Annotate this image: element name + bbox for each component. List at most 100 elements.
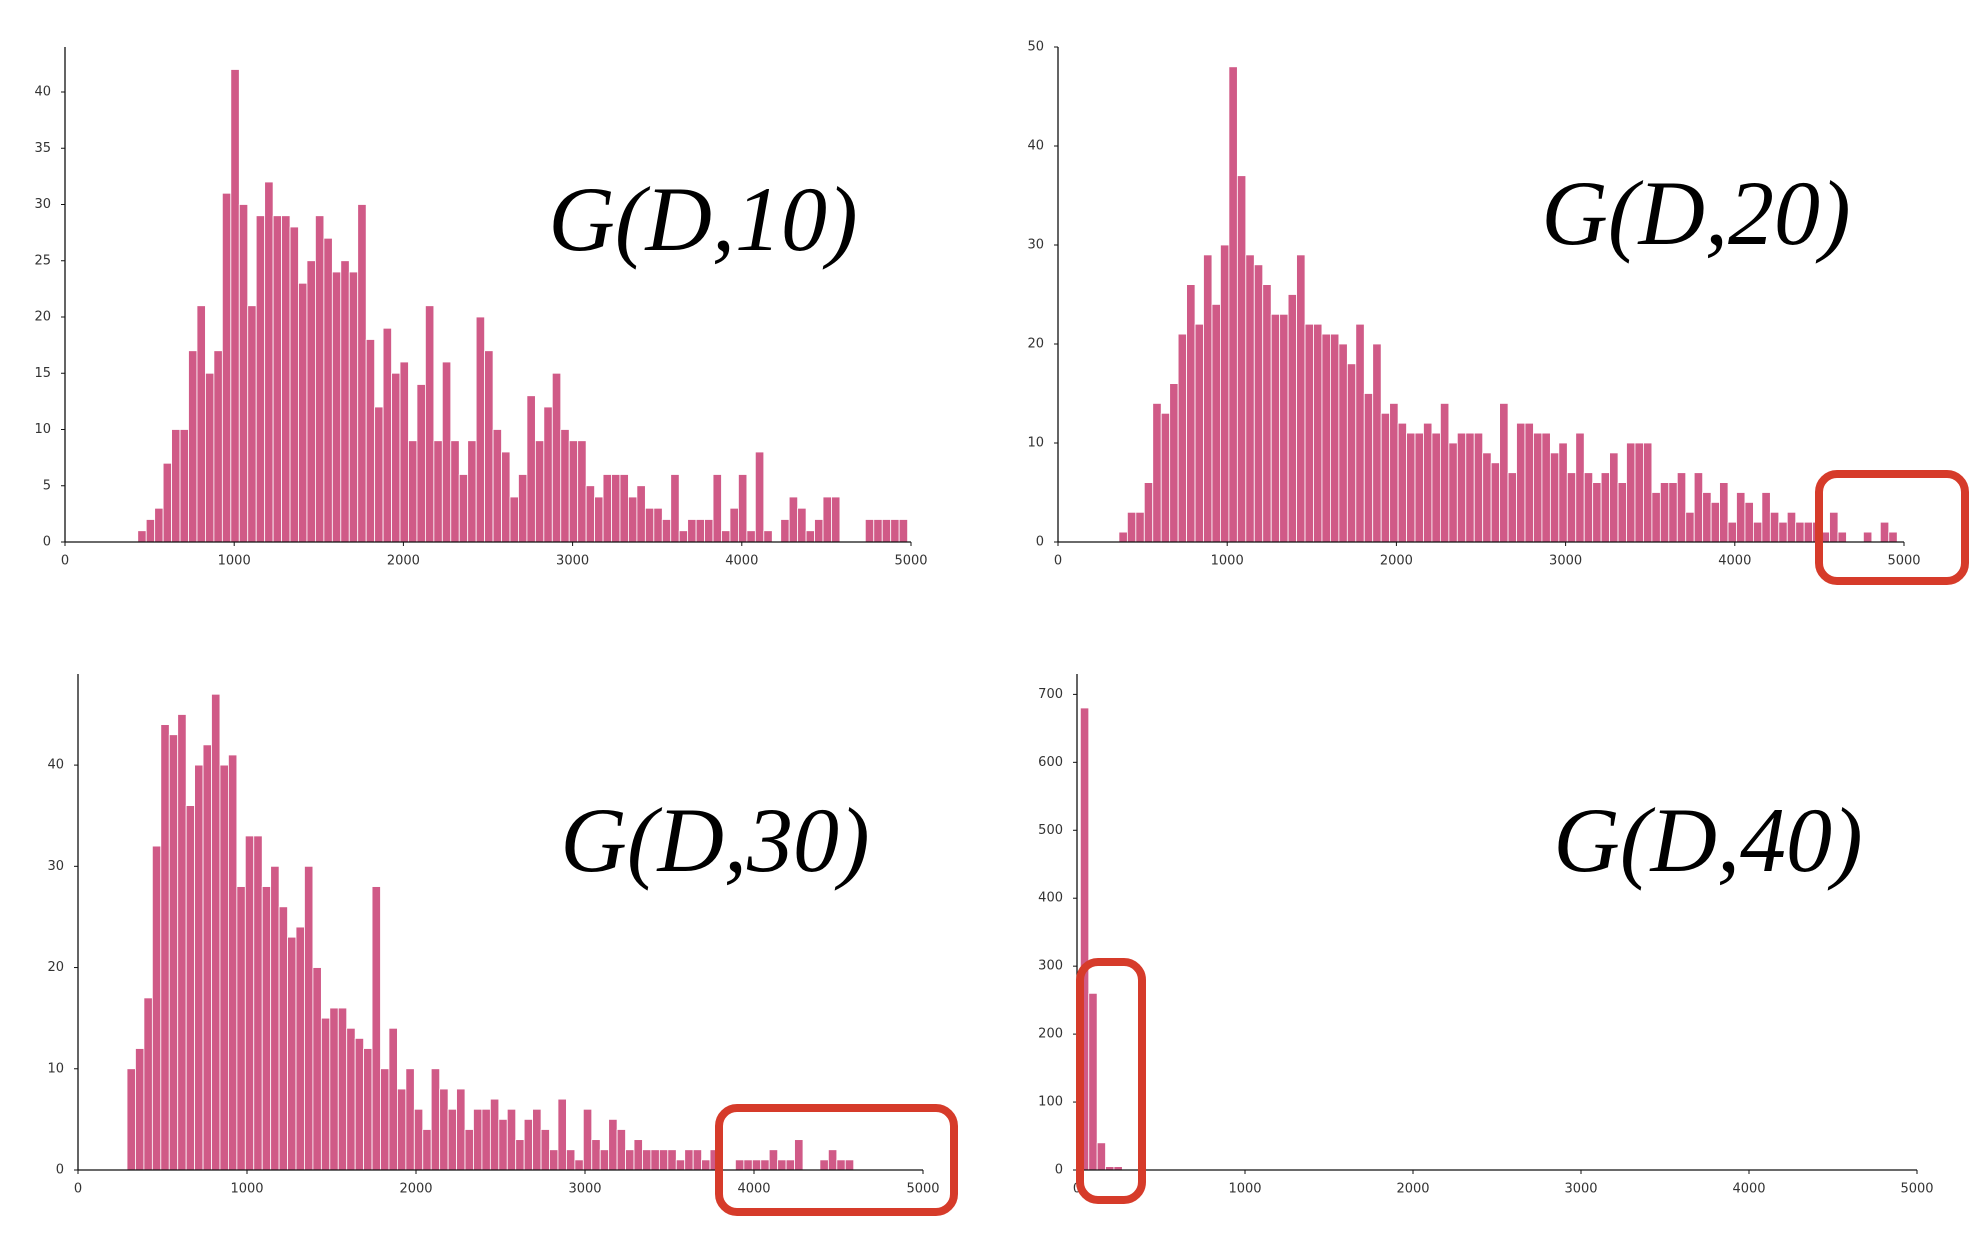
x-tick-label: 3000 [556,554,589,569]
x-tick-label: 5000 [1887,554,1920,569]
bar [363,1048,373,1171]
bar [743,1159,753,1171]
bar [1355,323,1365,543]
bar [1346,363,1357,543]
bar [1524,422,1534,543]
bar [1659,482,1670,543]
bar [1499,402,1509,543]
bar [270,865,280,1171]
bar [506,1108,517,1171]
bar [1279,313,1289,543]
bar [1406,432,1416,543]
bar [405,1068,415,1171]
bar [890,519,900,543]
bar [413,1108,424,1171]
bar [754,451,765,543]
bar [526,395,536,543]
bar [692,1149,703,1171]
bar [574,1159,584,1171]
bar [1465,432,1475,543]
bar [670,474,680,543]
y-tick-label: 10 [34,422,51,437]
bar [348,271,359,543]
bar [1566,472,1577,543]
bar [255,215,266,543]
y-tick-label: 10 [47,1061,64,1076]
bar [177,714,187,1171]
y-tick-label: 0 [1055,1163,1063,1178]
bar [1088,992,1098,1171]
bar [585,485,595,543]
y-tick-label: 30 [34,197,51,212]
bar [205,372,215,543]
annotation: G(D,30) [560,789,869,891]
x-tick-label: 0 [74,1182,82,1197]
bar [729,507,739,543]
bar [492,429,502,543]
annotation: G(D,20) [1541,162,1850,264]
x-tick-label: 3000 [1549,554,1582,569]
bar [667,1149,677,1171]
y-tick-label: 20 [1027,337,1044,352]
x-tick-label: 0 [1073,1182,1081,1197]
bar [1879,521,1890,543]
bar [213,350,223,543]
bar [253,835,263,1171]
bar [1693,472,1704,543]
bar [1685,511,1695,543]
bar [1389,402,1399,543]
bar [675,1159,686,1171]
bar [1194,323,1204,543]
bar [1533,432,1543,543]
x-tick-label: 2000 [387,554,420,569]
bar [1423,422,1433,543]
bar [898,519,909,543]
y-tick-label: 25 [34,253,51,268]
x-tick-label: 5000 [1900,1182,1933,1197]
bar [543,406,553,543]
bar [735,1159,745,1171]
bar [1761,492,1771,543]
bar [481,1108,491,1171]
bar [763,530,773,543]
bar [374,406,384,543]
bar [196,305,206,543]
bar [323,237,333,543]
bar [1203,254,1213,543]
bar [540,1129,550,1171]
bar [1769,511,1780,543]
bar [1118,531,1128,543]
bar [238,204,249,543]
bar [532,1108,542,1171]
bar [1617,482,1627,543]
y-tick-label: 200 [1038,1027,1063,1042]
x-tick-label: 4000 [725,554,758,569]
bar [577,440,587,543]
x-tick-label: 1000 [1228,1182,1261,1197]
bar [881,519,892,543]
bar [278,906,288,1171]
bar [594,496,604,543]
y-tick-label: 40 [34,85,51,100]
bar [1583,472,1594,543]
y-tick-label: 50 [1027,40,1044,55]
bar [422,1129,432,1171]
bar [1549,452,1560,543]
bar [1160,412,1171,543]
bar [397,1088,407,1171]
bar [1380,412,1391,543]
bar [473,1108,483,1171]
bar [785,1159,795,1171]
bar [695,519,705,543]
y-tick-label: 35 [34,141,51,156]
bar [873,519,883,543]
bar [151,845,162,1171]
bar [746,530,756,543]
bar [261,886,272,1171]
y-tick-label: 15 [34,366,51,381]
bar [794,1139,804,1171]
bar [844,1159,855,1171]
bar [1177,333,1187,543]
bar [439,1088,449,1171]
